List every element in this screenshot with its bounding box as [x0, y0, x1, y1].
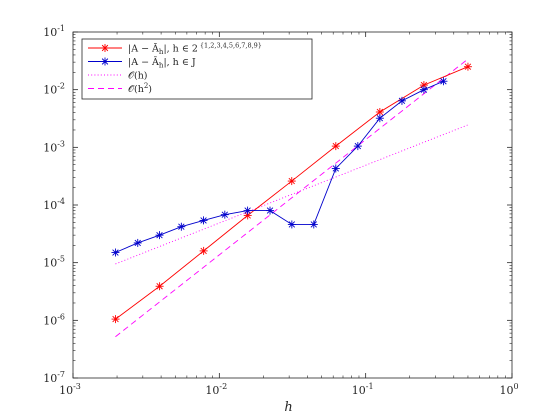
- series-1-point: [199, 216, 208, 225]
- y-tick-label: 10-2: [43, 82, 65, 97]
- series-1-point: [111, 248, 120, 257]
- legend-entry-2: 𝒪(h): [128, 71, 148, 82]
- legend-entry-1: |A − Āh|, h ∈ J: [128, 56, 196, 70]
- y-tick-label: 10-5: [43, 255, 65, 270]
- y-tick-label: 10-1: [43, 24, 65, 39]
- legend-entry-0: |A − Āh|, h ∈ 2 {1,2,3,4,5,6,7,8,9}: [128, 42, 262, 57]
- series-1-point: [353, 142, 362, 151]
- series-0-point: [111, 315, 120, 324]
- series-0-point: [375, 107, 384, 116]
- series-1-point: [331, 164, 340, 173]
- series-0-point: [287, 177, 296, 186]
- x-axis-label: h: [284, 400, 292, 415]
- series-1-point: [243, 206, 252, 215]
- legend-marker-0: [101, 44, 109, 52]
- x-tick-label: 10-3: [59, 382, 81, 397]
- series-1-point: [287, 220, 296, 229]
- series-line-1: [115, 80, 444, 253]
- series-0-point: [199, 246, 208, 255]
- y-tick-label: 10-4: [43, 197, 65, 212]
- series-1-point: [309, 220, 318, 229]
- series-0-point: [463, 62, 472, 71]
- series-layer: [111, 58, 472, 338]
- series-0-point: [419, 81, 428, 90]
- series-1-point: [419, 85, 428, 94]
- series-1-point: [177, 222, 186, 231]
- series-0-point: [155, 282, 164, 291]
- x-tick-label: 10-2: [205, 382, 227, 397]
- y-tick-label: 10-7: [43, 370, 65, 385]
- series-1-point: [155, 231, 164, 240]
- series-1-point: [133, 238, 142, 247]
- series-1-point: [397, 96, 406, 105]
- x-tick-label: 100: [499, 382, 518, 397]
- x-tick-label: 10-1: [352, 382, 374, 397]
- legend-box: [81, 38, 313, 100]
- series-1-point: [266, 206, 275, 215]
- y-tick-label: 10-3: [43, 139, 65, 154]
- legend: |A − Āh|, h ∈ 2 {1,2,3,4,5,6,7,8,9}|A − Ā…: [81, 38, 313, 100]
- ticks-layer: 10-3 10-2 10-1 100 10-7 10-6 10-5 10-4 10-3 10-2 1…: [43, 24, 518, 397]
- series-1-point: [375, 114, 384, 123]
- series-line-3: [115, 58, 469, 338]
- series-line-2: [115, 124, 469, 265]
- y-tick-label: 10-6: [43, 312, 65, 327]
- legend-entry-3: 𝒪(h2): [128, 82, 152, 95]
- legend-marker-1: [101, 57, 109, 66]
- series-1-point: [439, 77, 448, 86]
- series-1-point: [220, 210, 229, 219]
- series-0-point: [331, 142, 340, 151]
